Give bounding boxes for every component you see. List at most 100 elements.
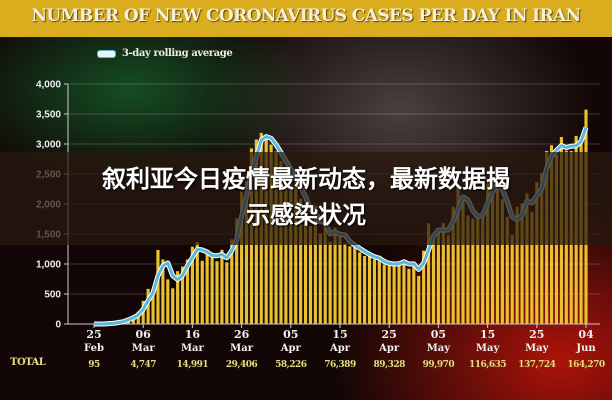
x-tick-day: 06 [136,328,152,341]
bar [372,259,377,324]
x-tick-total: 99,970 [423,360,455,370]
bar [220,249,224,324]
bar [289,175,293,324]
bar [461,197,465,324]
x-tick-day: 04 [578,328,594,341]
bar [535,182,539,324]
x-tick-day: 15 [480,328,495,341]
bar [495,188,500,324]
bar [146,288,150,324]
bar [176,271,180,324]
legend: 3-day rolling average [97,48,233,59]
bar [136,311,140,324]
bar [235,218,239,324]
bar [417,275,421,324]
bar [505,216,509,324]
x-tick-total: 4,747 [130,360,156,370]
bar [313,205,317,324]
bar [466,215,470,324]
bar [358,252,362,324]
caption-text: 叙利亚今日疫情最新动态，最新数据揭 示感染状况 [0,161,612,233]
bar [436,232,440,324]
bar [323,226,327,324]
caption-overlay [0,152,612,245]
bar [530,211,534,324]
x-tick-day: 25 [382,328,397,341]
bar [284,170,288,324]
x-tick-total: 164,270 [567,360,604,370]
bar [382,264,386,324]
x-tick-month: Mar [132,343,156,354]
bar [510,235,514,324]
bar [225,262,229,324]
caption-line-2: 示感染状况 [246,201,366,229]
bar [412,263,416,324]
x-tick-month: May [427,343,452,354]
bar [367,254,372,324]
bar [195,242,199,324]
bar [343,243,347,324]
bar [299,198,303,324]
bar [525,193,529,324]
y-tick-label: 3,500 [36,110,61,121]
bar [407,268,411,324]
total-label: TOTAL [10,357,46,368]
bar [171,288,175,324]
y-tick-label: 0 [55,320,61,331]
x-tick-month: Mar [230,343,254,354]
bar [318,233,322,324]
x-tick-month: May [525,343,550,354]
bar [426,223,431,324]
y-tick-label: 3,000 [36,140,61,151]
bar [540,173,544,324]
x-tick-day: 25 [529,328,544,341]
x-tick-day: 25 [86,328,101,341]
x-tick-total: 58,226 [275,360,307,370]
x-tick-total: 76,389 [324,360,356,370]
x-tick-total: 14,991 [177,360,209,370]
bar [308,225,313,324]
caption-line-1: 叙利亚今日疫情最新动态，最新数据揭 [102,165,510,193]
bar [451,206,455,324]
bar [185,259,190,324]
bar [456,186,460,324]
bar [156,249,160,324]
bar [161,259,165,324]
bar [190,246,194,324]
y-tick-label: 500 [44,290,61,301]
chart-title: NUMBER OF NEW CORONAVIRUS CASES PER DAY … [31,6,581,26]
bar [363,255,367,324]
bar [392,262,396,324]
x-tick-day: 05 [283,328,298,341]
bar [422,250,426,324]
x-tick-day: 05 [431,328,446,341]
bar [303,204,308,324]
x-tick-month: May [476,343,501,354]
y-tick-label: 4,000 [36,80,61,91]
bar [387,265,391,324]
bar [481,211,485,324]
bar [402,259,406,324]
x-tick-total: 89,328 [373,360,405,370]
x-tick-total: 95 [88,360,100,370]
bar [471,218,475,324]
bar [490,180,495,324]
y-tick-label: 1,000 [36,260,61,271]
bar [500,199,504,324]
x-tick-month: Apr [280,343,302,354]
bar [446,235,450,324]
bar [244,180,249,324]
bar [166,279,170,324]
bar [151,288,155,324]
bar [294,187,298,324]
x-tick-day: 15 [332,328,347,341]
bar [397,263,401,324]
bar [338,234,342,324]
bar [333,227,337,324]
x-tick-month: Feb [84,343,104,354]
bar [205,253,209,324]
x-tick-day: 16 [185,328,201,341]
bar [328,241,332,324]
bar [515,206,519,324]
x-tick-total: 137,724 [518,360,555,370]
